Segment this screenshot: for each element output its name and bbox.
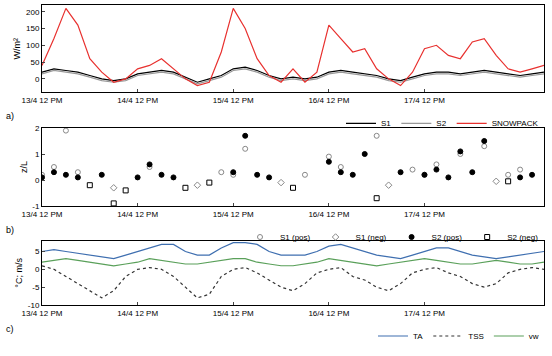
svg-text:TSS: TSS <box>468 332 484 341</box>
svg-text:13/4 12 PM: 13/4 12 PM <box>22 96 63 105</box>
svg-text:S2: S2 <box>436 119 446 128</box>
svg-text:13/4 12 PM: 13/4 12 PM <box>22 210 63 219</box>
svg-text:16/4 12 PM: 16/4 12 PM <box>308 96 349 105</box>
svg-text:0: 0 <box>35 75 40 84</box>
svg-text:17/4 12 PM: 17/4 12 PM <box>404 96 445 105</box>
svg-text:16/4 12 PM: 16/4 12 PM <box>308 309 349 318</box>
svg-text:TA: TA <box>413 332 423 341</box>
svg-text:S2 (neg): S2 (neg) <box>507 233 538 242</box>
svg-text:14/4 12 PM: 14/4 12 PM <box>117 96 158 105</box>
svg-text:S1: S1 <box>381 119 391 128</box>
svg-text:-1: -1 <box>32 202 40 211</box>
svg-text:z/L: z/L <box>19 161 29 173</box>
svg-text:a): a) <box>6 111 14 121</box>
svg-text:200: 200 <box>26 8 40 17</box>
svg-text:100: 100 <box>26 41 40 50</box>
svg-text:S1 (pos): S1 (pos) <box>280 233 311 242</box>
svg-text:b): b) <box>6 225 14 235</box>
svg-text:15/4 12 PM: 15/4 12 PM <box>213 210 254 219</box>
svg-text:W/m²: W/m² <box>12 38 22 60</box>
svg-text:15/4 12 PM: 15/4 12 PM <box>213 96 254 105</box>
svg-text:17/4 12 PM: 17/4 12 PM <box>404 210 445 219</box>
svg-text:16/4 12 PM: 16/4 12 PM <box>308 210 349 219</box>
svg-text:5: 5 <box>35 247 40 256</box>
svg-text:0: 0 <box>35 176 40 185</box>
svg-text:vw: vw <box>529 332 539 341</box>
svg-text:0: 0 <box>35 265 40 274</box>
svg-text:1: 1 <box>35 150 40 159</box>
svg-text:S1 (neg): S1 (neg) <box>356 233 387 242</box>
svg-text:c): c) <box>6 324 14 334</box>
svg-text:-5: -5 <box>32 283 40 292</box>
svg-text:14/4 12 PM: 14/4 12 PM <box>117 309 158 318</box>
svg-text:SNOWPACK: SNOWPACK <box>492 119 539 128</box>
svg-text:-10: -10 <box>28 301 40 310</box>
svg-text:13/4 12 PM: 13/4 12 PM <box>22 309 63 318</box>
svg-text:°C; m/s: °C; m/s <box>14 258 24 288</box>
svg-text:17/4 12 PM: 17/4 12 PM <box>404 309 445 318</box>
svg-text:S2 (pos): S2 (pos) <box>432 233 463 242</box>
svg-text:14/4 12 PM: 14/4 12 PM <box>117 210 158 219</box>
svg-text:2: 2 <box>35 124 40 133</box>
svg-text:15/4 12 PM: 15/4 12 PM <box>213 309 254 318</box>
svg-text:150: 150 <box>26 24 40 33</box>
svg-text:50: 50 <box>30 58 39 67</box>
